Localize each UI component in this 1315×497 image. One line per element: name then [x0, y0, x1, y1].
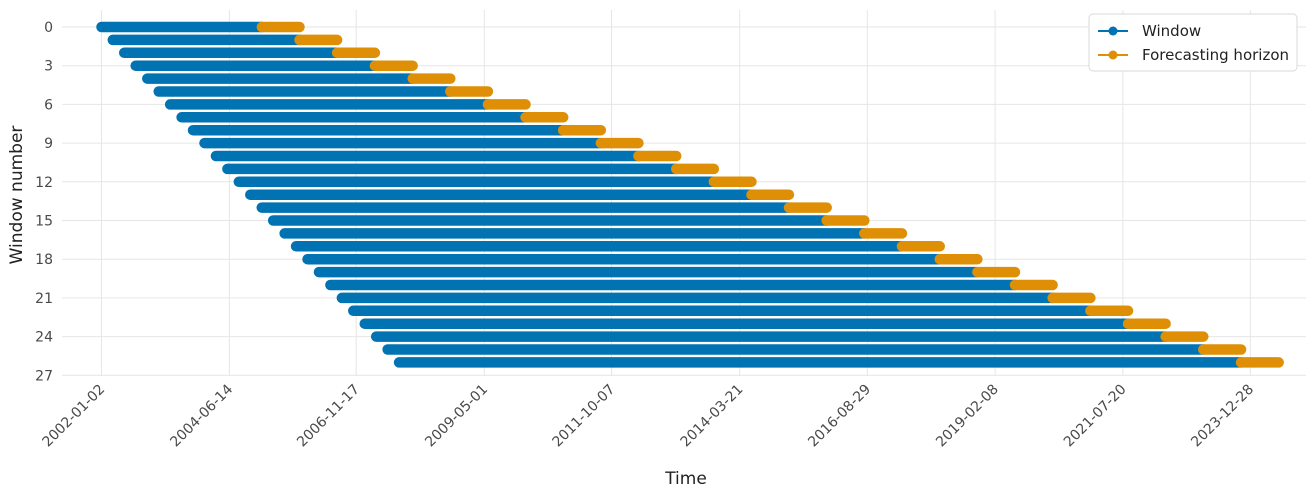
- x-tick-label: 2004-06-14: [167, 381, 236, 450]
- y-tick-label: 12: [35, 175, 53, 191]
- x-tick-labels: 2002-01-02 2004-06-14 2006-11-17 2009-05-01…: [39, 381, 1257, 450]
- legend: Window Forecasting horizon: [1088, 13, 1298, 72]
- legend-window-label: Window: [1142, 22, 1201, 40]
- legend-window-marker: [1108, 26, 1118, 36]
- y-tick-labels: 0 3 6 9 12 15 18 21 24 27: [35, 20, 53, 384]
- x-axis-label: Time: [664, 469, 707, 489]
- y-tick-label: 18: [35, 252, 53, 268]
- y-tick-label: 0: [44, 20, 53, 36]
- x-tick-label: 2002-01-02: [39, 382, 108, 451]
- legend-horizon-marker: [1108, 50, 1118, 60]
- x-tick-label: 2019-02-08: [933, 382, 1002, 451]
- y-tick-label: 9: [44, 136, 53, 152]
- y-tick-label: 15: [35, 214, 53, 230]
- x-tick-label: 2016-08-29: [805, 382, 874, 451]
- x-tick-label: 2014-03-21: [678, 382, 747, 451]
- x-tick-label: 2006-11-17: [294, 382, 363, 451]
- x-tick-label: 2021-07-20: [1061, 382, 1130, 451]
- x-tick-label: 2011-10-07: [550, 382, 619, 451]
- x-tick-label: 2009-05-01: [422, 382, 491, 451]
- y-tick-label: 6: [44, 97, 53, 113]
- legend-frame: [1088, 13, 1298, 72]
- y-tick-label: 24: [35, 330, 53, 346]
- y-tick-label: 3: [44, 59, 53, 75]
- y-tick-label: 27: [35, 368, 53, 384]
- x-tick-label: 2023-12-28: [1188, 382, 1257, 451]
- window-bars: [96, 21, 1284, 368]
- y-axis-label: Window number: [7, 126, 27, 265]
- y-tick-label: 21: [35, 291, 53, 307]
- legend-horizon-label: Forecasting horizon: [1142, 46, 1289, 64]
